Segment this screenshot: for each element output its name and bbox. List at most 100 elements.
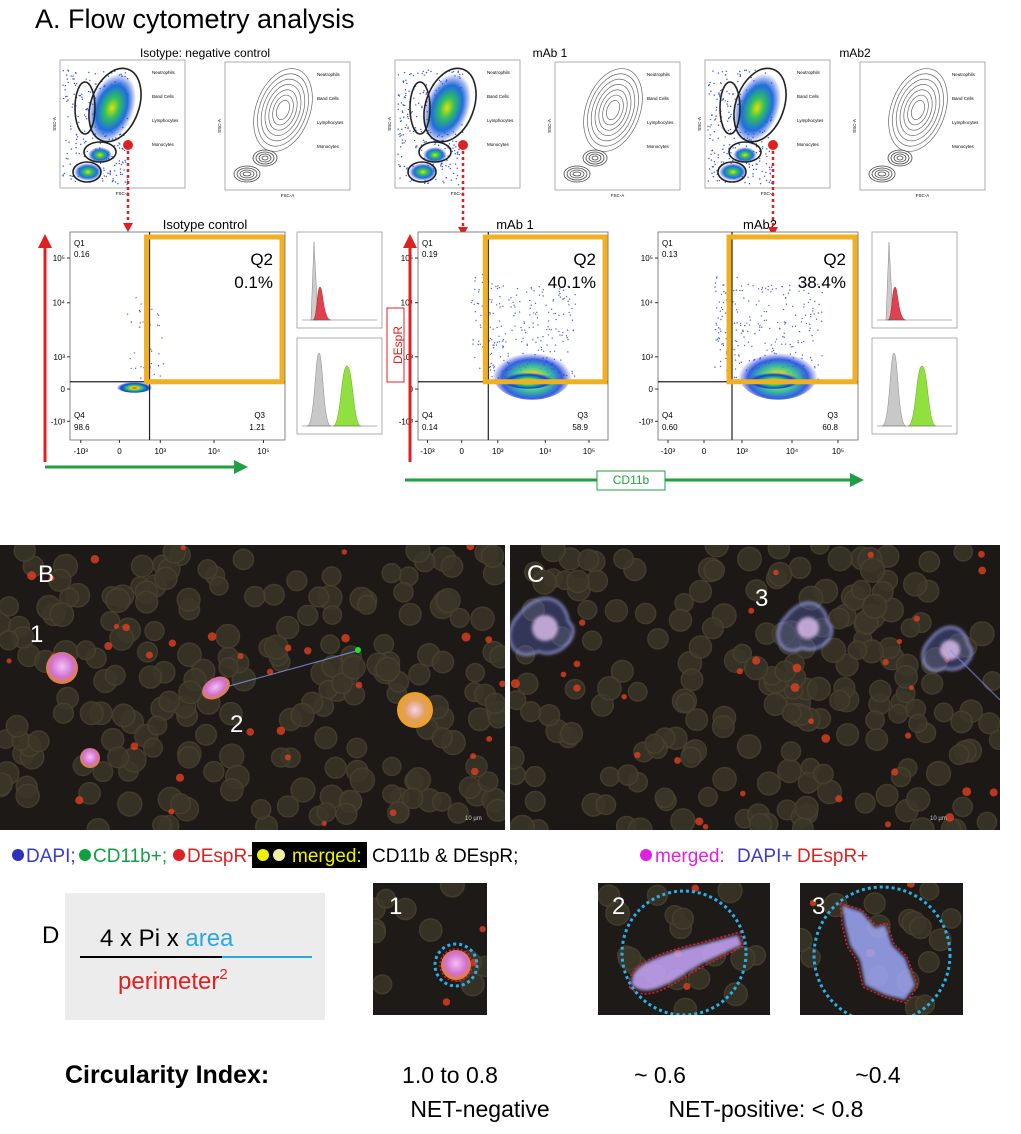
gate-point [458, 140, 468, 150]
event-dot [124, 161, 127, 163]
event-dot [714, 118, 717, 120]
red-spot [341, 633, 350, 643]
event-dot [518, 311, 521, 313]
event-dot [532, 322, 534, 324]
event-dot [738, 355, 740, 357]
event-dot [499, 356, 502, 358]
event-dot [752, 168, 755, 171]
event-dot [74, 84, 77, 87]
event-dot [75, 146, 77, 149]
event-dot [456, 174, 459, 177]
red-spot [835, 795, 843, 803]
event-dot [480, 314, 482, 317]
rbc [950, 710, 974, 734]
gate-label: Neutrophils [317, 72, 341, 77]
rbc [688, 579, 713, 604]
event-dot [720, 161, 723, 163]
red-spot [284, 644, 292, 652]
q2-gate [482, 234, 608, 385]
event-dot [490, 352, 493, 355]
red-spot [175, 773, 185, 782]
rbc [52, 702, 75, 724]
rbc [680, 668, 704, 692]
rbc [597, 676, 622, 701]
event-dot [458, 148, 460, 151]
rbc [928, 928, 952, 952]
event-dot [398, 95, 401, 97]
event-dot [763, 175, 766, 177]
quadrant-name: Q3 [254, 411, 265, 420]
plot-title: mAb2 [743, 217, 777, 232]
event-dot [711, 172, 713, 174]
event-dot [714, 163, 716, 166]
rbc [178, 680, 203, 705]
contour [582, 149, 608, 167]
cell [80, 748, 100, 768]
red-spot [989, 788, 998, 797]
event-dot [479, 343, 481, 346]
event-dot [555, 328, 557, 330]
red-spot [748, 607, 755, 614]
rbc [777, 758, 802, 784]
event-dot [475, 319, 477, 322]
event-dot [67, 158, 69, 160]
contour [255, 151, 275, 165]
rbc [398, 602, 422, 626]
event-dot [490, 287, 493, 290]
y-tick-label: -10³ [639, 417, 654, 426]
event-dot [817, 364, 819, 366]
event-dot [75, 152, 77, 154]
red-spot [49, 575, 55, 581]
red-spot [773, 569, 779, 576]
event-dot [492, 346, 495, 349]
event-dot [397, 94, 400, 96]
event-dot [545, 328, 548, 331]
plot-frame [417, 231, 609, 441]
crop-content [598, 883, 767, 1015]
event-dot [441, 166, 444, 168]
event-dot [445, 177, 447, 179]
event-dot [723, 151, 725, 154]
event-dot [461, 73, 464, 76]
rbc [320, 634, 341, 655]
event-dot [741, 289, 743, 292]
rbc [581, 630, 603, 651]
event-dot [452, 140, 454, 142]
rbc [617, 764, 639, 786]
rbc [745, 579, 768, 602]
event-dot [707, 129, 709, 131]
event-dot [107, 75, 110, 77]
rbc [781, 703, 802, 724]
event-dot [709, 134, 711, 136]
rbc [933, 702, 954, 723]
event-dot [782, 293, 785, 296]
event-dot [514, 325, 516, 327]
net-core [797, 617, 819, 639]
event-dot [156, 324, 159, 326]
event-dot [792, 305, 794, 308]
cell [202, 676, 230, 700]
gate-label: Monocytes [317, 144, 340, 149]
event-dot [430, 70, 432, 73]
rbc [418, 918, 443, 942]
event-dot [118, 162, 120, 165]
event-dot [400, 102, 403, 104]
event-dot [66, 78, 69, 80]
event-dot [714, 286, 716, 288]
event-dot [157, 364, 160, 367]
event-dot [525, 291, 528, 293]
y-tick-label: 10⁴ [401, 299, 414, 308]
event-dot [767, 137, 769, 139]
contour [239, 169, 255, 179]
event-dot [757, 323, 760, 325]
event-dot [515, 294, 518, 296]
contour [236, 167, 258, 181]
rbc [599, 766, 621, 787]
scatter-axis-label: SSC-A [547, 119, 552, 133]
event-dot [118, 147, 121, 149]
gate-label: Monocytes [797, 142, 820, 147]
event-dot [121, 147, 123, 150]
event-dot [724, 292, 727, 294]
event-dot [62, 174, 64, 176]
event-dot [748, 324, 751, 326]
